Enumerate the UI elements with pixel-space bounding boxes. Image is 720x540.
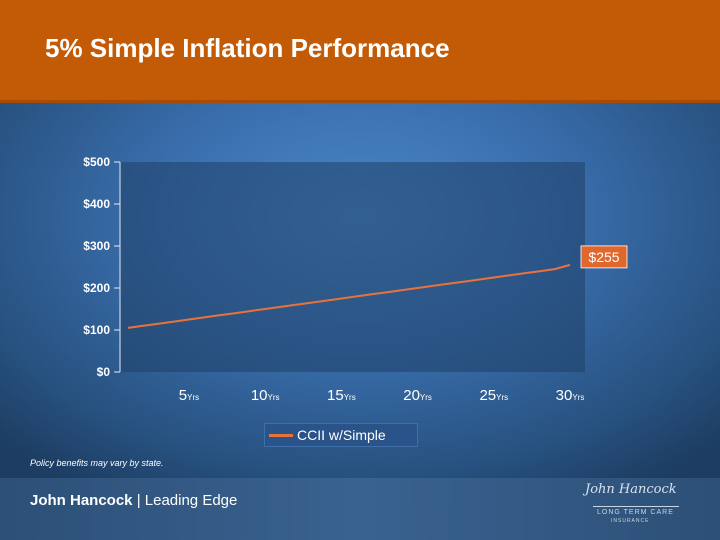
slide-title: 5% Simple Inflation Performance <box>45 33 450 63</box>
x-tick-label: 20Yrs <box>403 387 432 404</box>
logo-subtitle-2: INSURANCE <box>611 518 650 524</box>
x-tick-label: 30Yrs <box>556 387 585 404</box>
brand-separator: | <box>132 492 145 509</box>
plot-area <box>120 162 585 372</box>
y-tick-label: $100 <box>83 323 110 337</box>
x-tick-label: 25Yrs <box>479 387 508 404</box>
y-tick-label: $200 <box>83 281 110 295</box>
legend-label: CCII w/Simple <box>297 427 386 443</box>
header-bar: 5% Simple Inflation Performance <box>0 0 720 103</box>
x-tick-label: 5Yrs <box>179 387 199 404</box>
footer-bar: John Hancock | Leading Edge John Hancock… <box>0 478 720 540</box>
brand-name: John Hancock <box>30 492 133 509</box>
series-line <box>127 263 571 329</box>
x-tick-label: 10Yrs <box>251 387 280 404</box>
y-tick-label: $300 <box>83 239 110 253</box>
logo-divider <box>593 506 679 507</box>
value-callout-box <box>580 245 628 269</box>
logo-signature: John Hancock <box>585 482 677 497</box>
line-chart: $0 $100 $200 $300 $400 $500 5Yrs 10Yrs 15Yrs 20Yr… <box>83 155 628 404</box>
logo-subtitle: LONG TERM CARE <box>597 509 674 516</box>
y-tick-label: $0 <box>97 365 111 379</box>
footer-brand: John Hancock | Leading Edge <box>30 492 237 509</box>
chart-legend: CCII w/Simple <box>264 423 418 447</box>
brand-tagline: Leading Edge <box>144 492 238 509</box>
y-tick-label: $500 <box>83 155 110 169</box>
y-tick-label: $400 <box>83 197 110 211</box>
legend-swatch <box>269 433 293 437</box>
footnote: Policy benefits may vary by state. <box>30 458 164 468</box>
company-logo: John Hancock LONG TERM CARE INSURANCE <box>585 482 685 532</box>
value-callout-label: $255 <box>588 249 619 265</box>
x-tick-label: 15Yrs <box>327 387 356 404</box>
